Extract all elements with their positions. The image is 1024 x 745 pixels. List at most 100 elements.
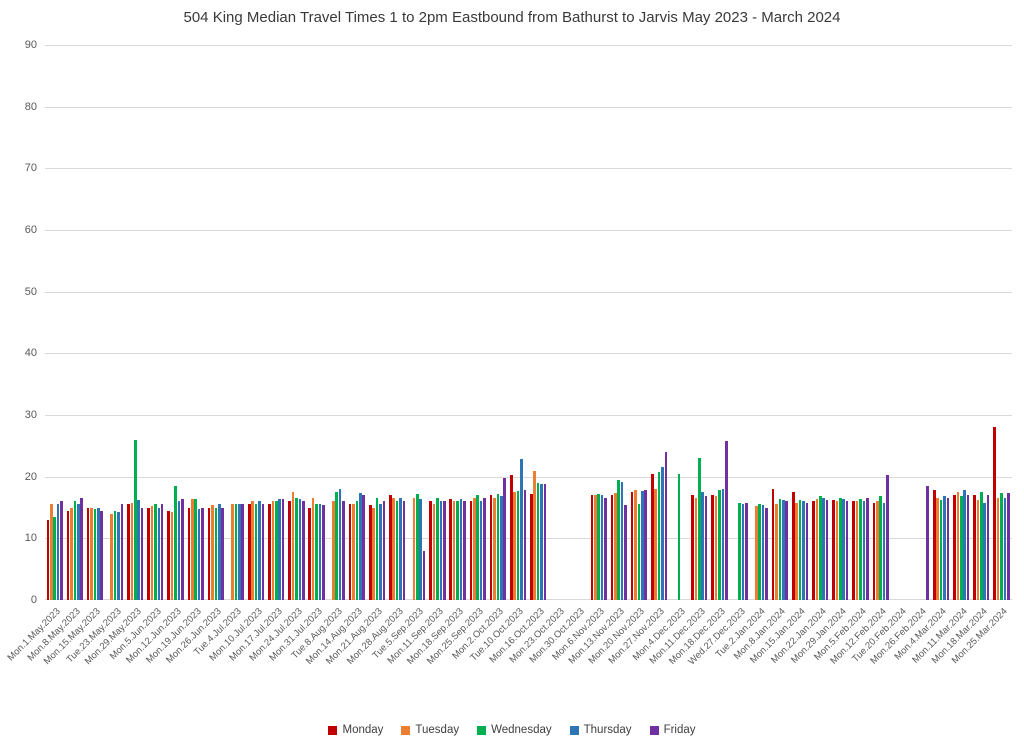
bar-monday [449,498,453,600]
bar-monday [812,501,815,600]
bar-friday [503,477,506,600]
bar-friday [342,501,345,600]
bar-friday [181,499,184,600]
bar-tuesday [775,504,778,600]
bar-thursday [761,505,765,600]
bar-monday [711,495,714,600]
bar-wednesday [818,496,822,600]
bar-tuesday [251,501,255,600]
bar-monday [368,505,372,600]
bar-thursday [520,459,523,600]
bar-thursday [802,501,805,600]
bar-friday [886,474,889,600]
bar-thursday [278,498,281,600]
bar-thursday [56,504,60,600]
bar-friday [785,501,789,600]
bar-tuesday [90,507,93,600]
bar-thursday [862,501,866,600]
bar-friday [543,484,547,600]
bar-wednesday [174,485,177,600]
bar-thursday [419,498,422,600]
bar-wednesday [456,501,459,600]
gridline [45,477,1012,478]
bar-friday [160,504,164,600]
bar-tuesday [795,502,798,600]
bar-friday [402,501,406,600]
bar-monday [489,495,493,600]
y-axis-label: 70 [24,162,37,175]
bar-tuesday [634,490,637,600]
bar-thursday [338,489,342,600]
legend-label: Monday [342,724,384,736]
gridline [45,415,1012,416]
y-axis-label: 30 [24,409,37,421]
bar-tuesday [473,498,476,600]
bar-monday [207,507,211,600]
bar-wednesday [939,500,943,600]
bar-thursday [177,501,181,600]
legend-swatch-monday [328,725,338,735]
legend-swatch-friday [649,725,659,735]
bar-thursday [822,498,825,600]
gridline [45,45,1012,46]
bar-friday [241,503,245,600]
bar-monday [852,501,855,600]
bar-monday [127,504,130,600]
bar-tuesday [372,507,375,600]
bar-monday [308,507,312,600]
bar-thursday [963,490,966,600]
bar-thursday [197,508,201,600]
y-axis-label: 80 [24,100,37,113]
bar-thursday [318,503,322,600]
bar-friday [604,498,607,600]
bar-thursday [782,500,785,600]
bar-thursday [379,504,382,600]
bar-wednesday [375,498,379,600]
bar-monday [147,507,150,600]
legend-label: Thursday [583,724,632,736]
bar-thursday [117,512,120,600]
bar-wednesday [839,497,842,600]
bar-thursday [97,507,100,600]
bar-friday [644,490,647,600]
bar-thursday [641,491,644,600]
bar-friday [261,503,265,600]
bar-thursday [983,502,987,600]
bar-wednesday [778,498,782,600]
bar-monday [66,510,70,600]
bar-wednesday [335,492,338,600]
bar-friday [724,440,728,600]
legend-swatch-wednesday [477,725,487,735]
legend-label: Friday [663,724,696,736]
legend-label: Tuesday [415,724,460,736]
legend-item-monday: Monday [328,724,383,736]
bar-friday [704,496,708,600]
bar-wednesday [496,493,500,600]
y-axis-label: 60 [24,224,37,236]
bar-friday [281,498,285,600]
bar-thursday [620,481,624,600]
bar-wednesday [254,504,258,600]
bar-wednesday [617,479,621,600]
bar-monday [630,492,634,600]
bar-monday [248,504,251,600]
bar-wednesday [637,504,641,600]
bar-monday [530,493,533,600]
y-axis-label: 40 [24,347,37,360]
bar-thursday [1003,498,1007,600]
bar-monday [348,504,352,600]
bar-thursday [157,507,161,600]
bar-monday [590,495,594,600]
bar-wednesday [436,498,439,600]
bar-tuesday [593,495,597,600]
bar-tuesday [130,502,134,600]
bar-tuesday [875,501,879,600]
bar-monday [268,504,271,600]
bar-thursday [258,501,261,600]
bar-monday [389,495,392,600]
bar-wednesday [214,507,218,600]
bar-thursday [479,501,483,600]
bar-wednesday [395,501,399,600]
bar-friday [442,501,446,600]
bar-monday [167,510,171,600]
